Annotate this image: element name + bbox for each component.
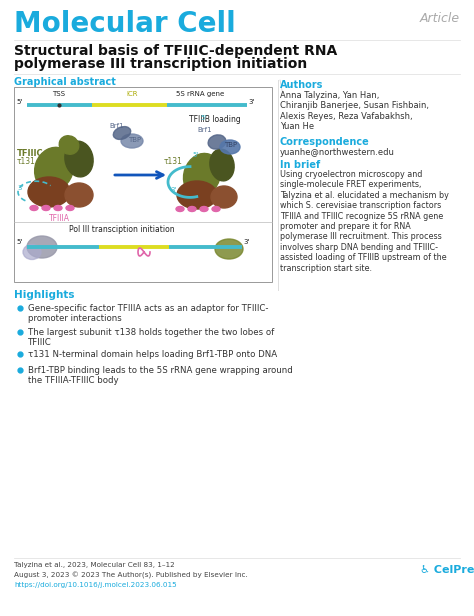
Text: Structural basis of TFIIIC-dependent RNA: Structural basis of TFIIIC-dependent RNA [14,44,337,58]
Text: In brief: In brief [280,160,320,170]
Text: τ131 N-terminal domain helps loading Brf1-TBP onto DNA: τ131 N-terminal domain helps loading Brf… [28,350,277,359]
Text: polymerase III transcription initiation: polymerase III transcription initiation [14,57,307,71]
Ellipse shape [121,134,143,148]
Text: 3': 3' [170,187,176,193]
Text: yuanhe@northwestern.edu: yuanhe@northwestern.edu [280,148,395,157]
Ellipse shape [42,206,50,211]
Text: Using cryoelectron microscopy and
single-molecule FRET experiments,
Talyzina et : Using cryoelectron microscopy and single… [280,170,449,273]
Text: Graphical abstract: Graphical abstract [14,77,116,87]
Text: 5': 5' [192,152,198,158]
Ellipse shape [113,126,131,139]
Ellipse shape [66,206,74,211]
Ellipse shape [210,149,234,181]
Text: TFIIIC: TFIIIC [17,149,44,158]
Ellipse shape [220,140,240,154]
Text: 5': 5' [16,239,22,245]
Text: Anna Talyzina, Yan Han,
Chiranjib Banerjee, Susan Fishbain,
Alexis Reyes, Reza V: Anna Talyzina, Yan Han, Chiranjib Banerj… [280,91,429,131]
Text: The largest subunit τ138 holds together the two lobes of
TFIIIC: The largest subunit τ138 holds together … [28,328,274,347]
Text: Brf1: Brf1 [197,127,211,133]
Text: TBP: TBP [224,142,237,148]
Text: Highlights: Highlights [14,290,74,300]
Text: τ131: τ131 [164,157,183,166]
Text: Correspondence: Correspondence [280,137,370,147]
Ellipse shape [183,153,220,197]
Ellipse shape [177,181,217,209]
Ellipse shape [65,183,93,207]
Text: 3': 3' [17,185,23,191]
Ellipse shape [23,245,41,259]
Ellipse shape [28,177,70,207]
Text: Brf1-TBP binding leads to the 5S rRNA gene wrapping around
the TFIIIA-TFIIIC bod: Brf1-TBP binding leads to the 5S rRNA ge… [28,366,293,386]
FancyBboxPatch shape [14,87,272,282]
Ellipse shape [212,206,220,211]
Text: ICR: ICR [126,91,138,97]
Ellipse shape [188,206,196,211]
Ellipse shape [27,236,57,258]
Text: 3': 3' [243,239,249,245]
Text: Gene-specific factor TFIIIA acts as an adaptor for TFIIIC-
promoter interactions: Gene-specific factor TFIIIA acts as an a… [28,304,268,323]
Text: 3': 3' [248,99,255,105]
Text: 5S rRNA gene: 5S rRNA gene [176,91,224,97]
Text: Brf1: Brf1 [109,123,124,129]
Ellipse shape [59,136,79,154]
Ellipse shape [215,239,243,259]
Text: August 3, 2023 © 2023 The Author(s). Published by Elsevier Inc.: August 3, 2023 © 2023 The Author(s). Pub… [14,572,248,579]
Text: ♿ CelPress: ♿ CelPress [420,565,474,575]
Text: Molecular Cell: Molecular Cell [14,10,236,38]
Text: τ131: τ131 [17,157,36,166]
Ellipse shape [200,206,208,211]
Text: TFIIIB loading: TFIIIB loading [189,115,241,124]
Text: https://doi.org/10.1016/j.molcel.2023.06.015: https://doi.org/10.1016/j.molcel.2023.06… [14,582,177,588]
Ellipse shape [176,206,184,211]
Ellipse shape [65,141,93,177]
Text: TBP: TBP [128,137,141,143]
Ellipse shape [30,206,38,211]
Text: TSS: TSS [53,91,65,97]
Ellipse shape [35,147,73,191]
Ellipse shape [208,135,226,149]
Text: TFIIIA: TFIIIA [49,214,70,223]
Text: 5': 5' [16,99,22,105]
Ellipse shape [211,186,237,208]
Text: Article: Article [420,12,460,25]
Text: 5': 5' [200,115,206,121]
Text: Talyzina et al., 2023, Molecular Cell 83, 1–12: Talyzina et al., 2023, Molecular Cell 83… [14,562,175,568]
Text: Pol III transciption initiation: Pol III transciption initiation [69,225,174,234]
Text: Authors: Authors [280,80,323,90]
Ellipse shape [54,206,62,211]
